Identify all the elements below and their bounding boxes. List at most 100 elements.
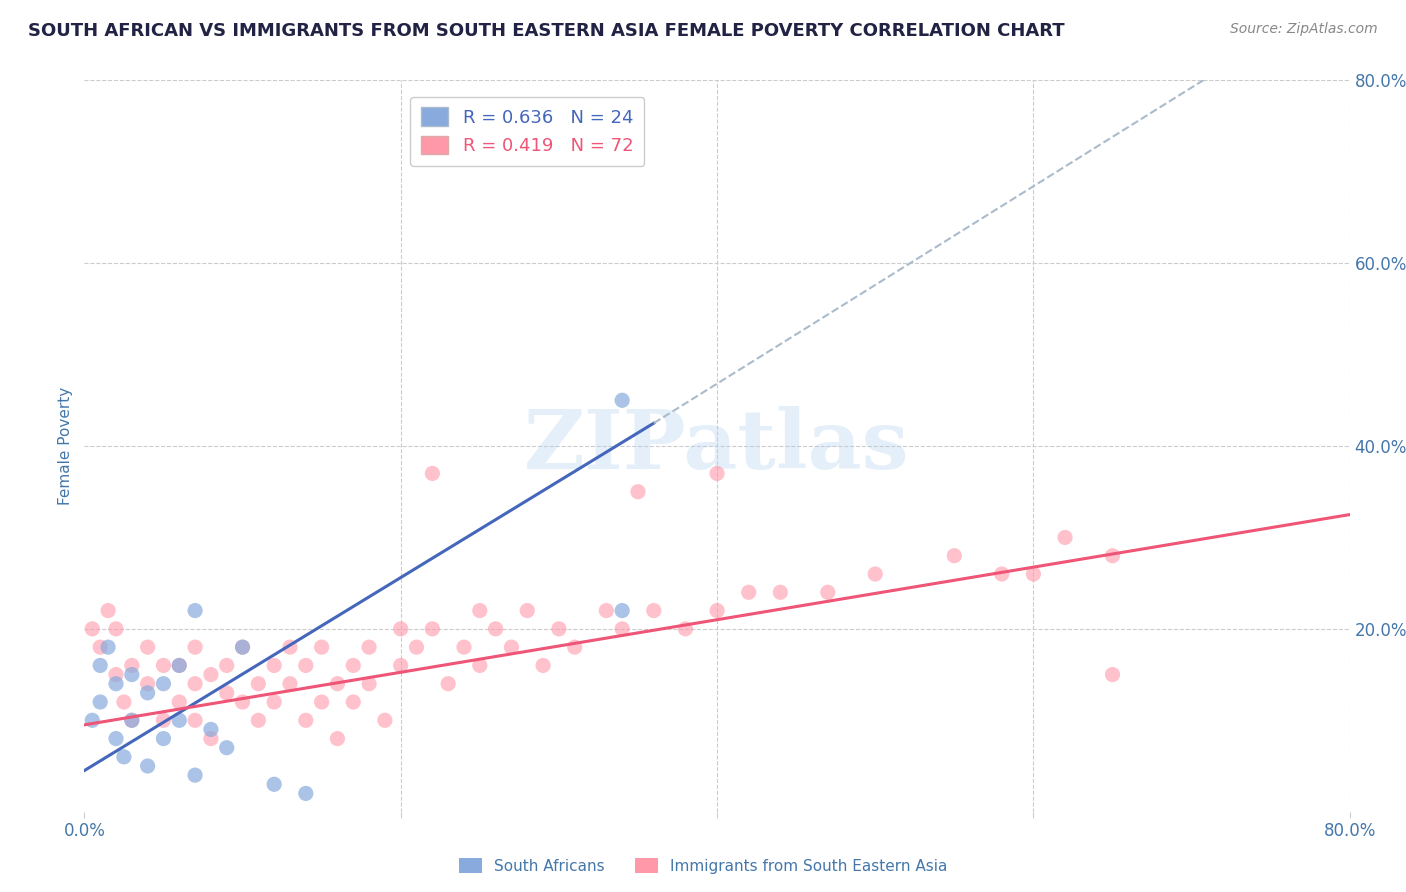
Point — [1101, 549, 1123, 563]
Point — [184, 768, 207, 782]
Point — [943, 549, 966, 563]
Point — [612, 393, 634, 408]
Point — [326, 731, 349, 746]
Text: SOUTH AFRICAN VS IMMIGRANTS FROM SOUTH EASTERN ASIA FEMALE POVERTY CORRELATION C: SOUTH AFRICAN VS IMMIGRANTS FROM SOUTH E… — [28, 22, 1064, 40]
Point — [121, 667, 143, 681]
Point — [231, 640, 254, 655]
Point — [706, 603, 728, 617]
Point — [278, 676, 301, 690]
Point — [200, 667, 222, 681]
Point — [89, 640, 111, 655]
Point — [169, 658, 191, 673]
Point — [152, 658, 174, 673]
Point — [105, 676, 127, 690]
Point — [769, 585, 792, 599]
Point — [105, 731, 127, 746]
Point — [501, 640, 523, 655]
Point — [817, 585, 839, 599]
Point — [184, 676, 207, 690]
Point — [422, 622, 444, 636]
Point — [169, 658, 191, 673]
Point — [516, 603, 538, 617]
Point — [1054, 530, 1077, 544]
Point — [564, 640, 586, 655]
Point — [531, 658, 554, 673]
Point — [389, 622, 412, 636]
Point — [1101, 667, 1123, 681]
Point — [231, 640, 254, 655]
Point — [89, 695, 111, 709]
Point — [152, 676, 174, 690]
Point — [737, 585, 759, 599]
Point — [184, 603, 207, 617]
Point — [706, 467, 728, 481]
Point — [169, 714, 191, 728]
Point — [215, 740, 238, 755]
Point — [112, 695, 135, 709]
Point — [136, 759, 159, 773]
Point — [389, 658, 412, 673]
Point — [121, 714, 143, 728]
Point — [295, 787, 318, 801]
Legend: R = 0.636   N = 24, R = 0.419   N = 72: R = 0.636 N = 24, R = 0.419 N = 72 — [411, 96, 644, 166]
Point — [437, 676, 460, 690]
Point — [184, 640, 207, 655]
Point — [215, 658, 238, 673]
Point — [1022, 567, 1045, 582]
Point — [612, 622, 634, 636]
Point — [612, 603, 634, 617]
Point — [675, 622, 697, 636]
Point — [627, 484, 650, 499]
Point — [136, 640, 159, 655]
Point — [484, 622, 508, 636]
Point — [247, 676, 270, 690]
Point — [121, 658, 143, 673]
Y-axis label: Female Poverty: Female Poverty — [58, 387, 73, 505]
Point — [121, 714, 143, 728]
Point — [136, 676, 159, 690]
Point — [295, 714, 318, 728]
Point — [97, 603, 120, 617]
Point — [468, 603, 491, 617]
Point — [374, 714, 396, 728]
Point — [595, 603, 617, 617]
Point — [643, 603, 665, 617]
Point — [152, 714, 174, 728]
Point — [863, 567, 887, 582]
Legend: South Africans, Immigrants from South Eastern Asia: South Africans, Immigrants from South Ea… — [453, 852, 953, 880]
Point — [82, 714, 104, 728]
Point — [990, 567, 1012, 582]
Point — [342, 695, 364, 709]
Point — [105, 667, 127, 681]
Point — [311, 695, 333, 709]
Point — [112, 749, 135, 764]
Text: Source: ZipAtlas.com: Source: ZipAtlas.com — [1230, 22, 1378, 37]
Point — [247, 714, 270, 728]
Point — [295, 658, 318, 673]
Point — [278, 640, 301, 655]
Point — [468, 658, 491, 673]
Point — [326, 676, 349, 690]
Point — [231, 695, 254, 709]
Point — [342, 658, 364, 673]
Point — [136, 686, 159, 700]
Point — [200, 731, 222, 746]
Point — [548, 622, 571, 636]
Point — [82, 622, 104, 636]
Point — [422, 467, 444, 481]
Point — [405, 640, 427, 655]
Point — [453, 640, 475, 655]
Point — [169, 695, 191, 709]
Point — [89, 658, 111, 673]
Point — [200, 723, 222, 737]
Point — [357, 676, 380, 690]
Point — [184, 714, 207, 728]
Text: ZIPatlas: ZIPatlas — [524, 406, 910, 486]
Point — [105, 622, 127, 636]
Point — [357, 640, 380, 655]
Point — [263, 695, 285, 709]
Point — [97, 640, 120, 655]
Point — [263, 658, 285, 673]
Point — [215, 686, 238, 700]
Point — [311, 640, 333, 655]
